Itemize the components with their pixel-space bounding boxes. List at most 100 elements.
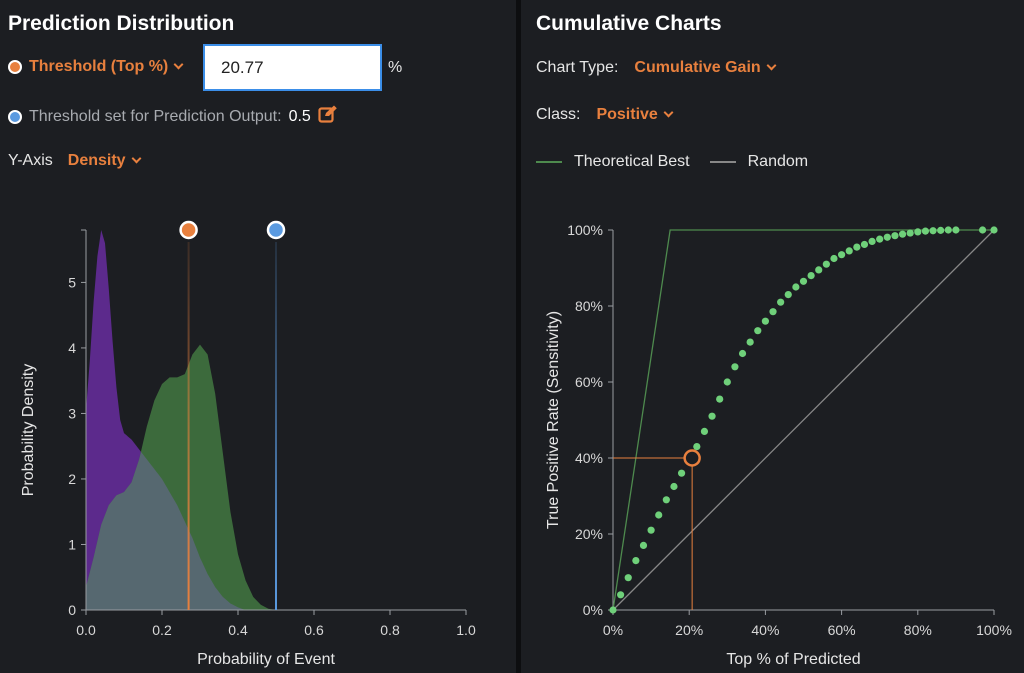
gain-point (891, 232, 899, 240)
class-selector[interactable]: Class: Positive (536, 106, 674, 124)
highlight-point (683, 449, 701, 467)
gain-point (792, 283, 800, 291)
legend-random-swatch (709, 161, 736, 163)
panel-divider (516, 0, 521, 673)
gain-point (952, 226, 960, 234)
gain-point (738, 349, 747, 358)
threshold-input[interactable] (203, 44, 382, 91)
gain-point (860, 240, 869, 249)
prediction-distribution-panel: Prediction Distribution Threshold (Top %… (8, 12, 476, 668)
gain-point (716, 395, 724, 403)
y-tick-label: 40% (575, 450, 603, 466)
gain-point (723, 378, 731, 386)
threshold-marker-icon (8, 60, 22, 74)
x-tick-label: 0.6 (304, 622, 324, 638)
output-threshold-line (275, 242, 277, 610)
gain-point (990, 226, 998, 234)
gain-point (754, 327, 762, 335)
gain-point (647, 526, 655, 534)
chevron-down-icon (663, 107, 674, 118)
gain-point (708, 412, 716, 420)
class-label: Class: (536, 106, 581, 123)
gain-point (784, 291, 792, 299)
gain-point (624, 574, 632, 582)
x-tick-label: 100% (976, 622, 1012, 638)
gain-point (830, 254, 838, 263)
threshold-label: Threshold (Top %) (29, 58, 169, 75)
chevron-down-icon (131, 153, 142, 164)
y-axis-value: Density (67, 152, 126, 169)
gain-point (944, 226, 952, 234)
gain-point (868, 237, 876, 245)
chevron-down-icon (173, 59, 184, 70)
x-tick-label: 0% (603, 622, 623, 638)
gain-point (670, 482, 678, 491)
x-tick-label: 1.0 (456, 622, 476, 638)
x-tick-label: 0.8 (380, 622, 400, 638)
x-tick-label: 20% (675, 622, 703, 638)
y-tick-label: 2 (68, 471, 76, 487)
overlap-density-area (86, 451, 275, 610)
chart-type-label: Chart Type: (536, 59, 619, 76)
gain-point (876, 235, 884, 243)
x-axis-title: Probability of Event (197, 651, 335, 668)
gain-point (937, 226, 945, 234)
chart-type-selector[interactable]: Chart Type: Cumulative Gain (536, 59, 777, 77)
gain-point (655, 511, 663, 519)
y-axis-label: Y-Axis (8, 152, 53, 169)
legend-best-swatch (536, 161, 562, 163)
gain-point (853, 243, 861, 251)
y-tick-label: 0% (583, 602, 603, 618)
class-value: Positive (596, 106, 658, 123)
gain-point (799, 277, 808, 285)
x-tick-label: 0.4 (228, 622, 248, 638)
gain-point (914, 228, 922, 236)
gain-point (807, 272, 815, 280)
y-tick-label: 5 (68, 274, 76, 290)
legend-best-label: Theoretical Best (574, 153, 690, 170)
gain-point (639, 541, 648, 549)
edit-icon[interactable] (318, 105, 338, 128)
gain-point (898, 230, 907, 238)
cumulative-charts-panel: Cumulative Charts Chart Type: Cumulative… (521, 0, 1024, 673)
y-tick-label: 4 (68, 340, 76, 356)
x-tick-label: 0.2 (152, 622, 172, 638)
gain-point (929, 227, 937, 235)
threshold-line (187, 242, 190, 610)
gain-point (662, 496, 670, 504)
output-threshold-value: 0.5 (288, 107, 311, 125)
y-tick-label: 1 (68, 536, 76, 552)
gain-point (609, 606, 617, 614)
gain-point (617, 591, 625, 599)
gain-point (815, 266, 823, 274)
x-tick-label: 60% (828, 622, 856, 638)
y-axis-title: True Positive Rate (Sensitivity) (545, 311, 562, 529)
gain-point (906, 229, 914, 237)
prediction-distribution-title: Prediction Distribution (8, 12, 235, 35)
threshold-unit: % (388, 59, 403, 76)
chart-type-value: Cumulative Gain (634, 59, 761, 76)
prediction-distribution-chart: 0 1 2 3 4 5 0.0 0.2 0.4 0.6 0.8 1.0 Probability of E… (20, 220, 476, 668)
theoretical-best-line (612, 229, 994, 611)
gain-point (746, 338, 754, 346)
gain-point (700, 427, 709, 435)
chevron-down-icon (766, 60, 777, 71)
x-axis-title: Top % of Predicted (726, 651, 860, 668)
output-threshold-handle (266, 220, 286, 240)
gain-point (761, 317, 769, 325)
cumulative-charts-title: Cumulative Charts (536, 12, 722, 35)
gain-point (777, 298, 785, 306)
y-axis-selector[interactable]: Y-Axis Density (8, 152, 142, 170)
y-tick-label: 3 (68, 405, 76, 421)
gain-point (769, 308, 777, 316)
x-tick-label: 80% (904, 622, 932, 638)
threshold-selector[interactable]: Threshold (Top %) (8, 58, 184, 76)
threshold-handle (179, 220, 198, 240)
random-line (612, 229, 995, 611)
gain-point (677, 469, 686, 477)
y-axis-title: Probability Density (20, 364, 37, 497)
output-threshold-label: Threshold set for Prediction Output: (29, 107, 282, 125)
output-threshold-row: Threshold set for Prediction Output: 0.5 (8, 105, 338, 128)
y-tick-label: 60% (575, 374, 603, 390)
gain-point (693, 443, 701, 451)
